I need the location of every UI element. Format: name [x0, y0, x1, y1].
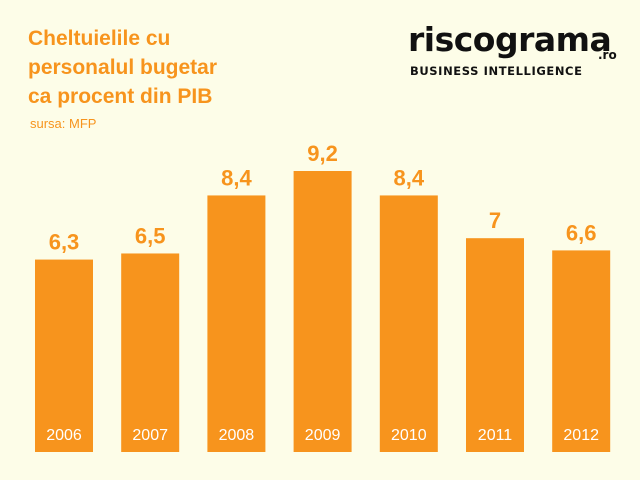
category-label-2012: 2012 [563, 427, 599, 444]
value-label-2012: 6,6 [566, 220, 597, 245]
logo-tagline: BUSINESS INTELLIGENCE [410, 64, 583, 78]
bar-2006 [35, 259, 93, 452]
bar-2010 [379, 195, 438, 452]
value-label-2006: 6,3 [49, 230, 80, 255]
bar-2007 [121, 253, 180, 452]
value-label-2009: 9,2 [307, 141, 338, 166]
riscograma-logo: riscograma .ro BUSINESS INTELLIGENCE [408, 20, 618, 82]
value-label-2008: 8,4 [221, 165, 252, 190]
bar-2008 [207, 195, 266, 452]
logo-suffix: .ro [598, 48, 617, 62]
value-label-2010: 8,4 [394, 165, 425, 190]
category-label-2008: 2008 [219, 427, 255, 444]
category-label-2007: 2007 [132, 427, 168, 444]
category-label-2010: 2010 [391, 427, 427, 444]
bar-2009 [293, 171, 352, 452]
logo-wordmark: riscograma [408, 20, 612, 59]
category-label-2006: 2006 [46, 427, 82, 444]
category-label-2009: 2009 [305, 427, 341, 444]
bar-2011 [466, 238, 524, 452]
chart-title-line-3: ca procent din PIB [28, 85, 213, 108]
source-note: sursa: MFP [30, 116, 97, 131]
chart-title-line-2: personalul bugetar [28, 56, 218, 79]
value-label-2011: 7 [489, 208, 501, 233]
chart-title-line-1: Cheltuielile cu [28, 27, 171, 50]
chart-title: Cheltuielile cu personalul bugetar ca pr… [28, 24, 328, 111]
category-label-2011: 2011 [478, 427, 513, 444]
value-label-2007: 6,5 [135, 223, 166, 248]
bar-2012 [552, 250, 611, 452]
